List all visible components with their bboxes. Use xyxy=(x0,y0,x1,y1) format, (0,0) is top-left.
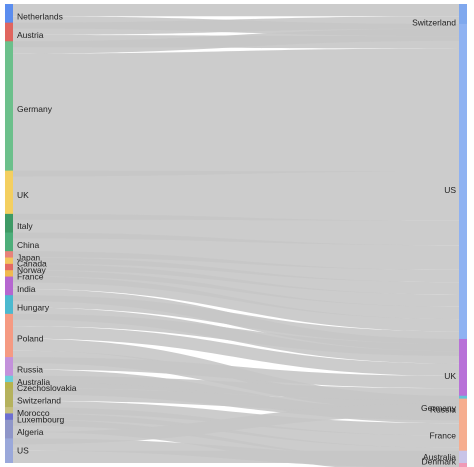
link-india-to-us xyxy=(13,276,459,332)
source-node-us[interactable] xyxy=(5,438,13,463)
link-japan-to-us xyxy=(13,251,459,283)
link-uk-to-us xyxy=(13,170,459,221)
source-node-algeria[interactable] xyxy=(5,419,13,445)
target-label-australia: Australia xyxy=(423,452,456,462)
source-node-netherlands[interactable] xyxy=(5,4,13,29)
link-russia-to-uk xyxy=(13,357,459,389)
source-node-india[interactable] xyxy=(5,276,13,302)
source-label-russia: Russia xyxy=(17,364,43,374)
link-poland-to-uk xyxy=(13,326,459,376)
source-node-canada[interactable] xyxy=(5,257,13,270)
link-poland-to-us xyxy=(13,313,459,356)
source-label-uk: UK xyxy=(17,190,29,200)
link-netherlands-to-switzerland xyxy=(13,4,459,17)
target-label-uk: UK xyxy=(444,371,456,381)
source-label-germany: Germany xyxy=(17,104,53,114)
source-node-poland[interactable] xyxy=(5,313,13,364)
link-hungary-to-us xyxy=(13,295,459,344)
target-node-australia[interactable] xyxy=(459,450,467,463)
source-label-poland: Poland xyxy=(17,333,44,343)
link-germany-to-switzerland xyxy=(13,28,459,54)
source-node-hungary[interactable] xyxy=(5,295,13,320)
target-node-uk[interactable] xyxy=(459,338,467,413)
source-node-austria[interactable] xyxy=(5,22,13,48)
source-node-germany[interactable] xyxy=(5,41,13,177)
source-node-luxembourg[interactable] xyxy=(5,413,13,426)
link-algeria-to-russia xyxy=(13,403,459,445)
source-label-japan: Japan xyxy=(17,252,40,262)
link-us-to-australia xyxy=(13,450,459,463)
source-label-switzerland: Switzerland xyxy=(17,396,61,406)
source-label-canada: Canada xyxy=(17,259,47,269)
target-label-denmark: Denmark xyxy=(422,457,457,467)
source-node-switzerland[interactable] xyxy=(5,388,13,414)
source-label-india: India xyxy=(17,284,36,294)
source-node-norway[interactable] xyxy=(5,263,13,277)
source-label-france: France xyxy=(17,271,44,281)
source-node-russia[interactable] xyxy=(5,357,13,382)
source-label-hungary: Hungary xyxy=(17,302,50,312)
source-node-uk[interactable] xyxy=(5,170,13,220)
source-label-australia: Australia xyxy=(17,377,50,387)
source-label-luxembourg: Luxembourg xyxy=(17,415,65,425)
source-node-france[interactable] xyxy=(5,270,13,283)
source-label-norway: Norway xyxy=(17,265,47,275)
source-label-algeria: Algeria xyxy=(17,427,44,437)
link-austria-to-switzerland xyxy=(13,16,459,35)
target-label-us: US xyxy=(444,185,456,195)
node-layer xyxy=(5,4,467,467)
source-label-austria: Austria xyxy=(17,30,44,40)
source-label-morocco: Morocco xyxy=(17,408,50,418)
source-node-japan[interactable] xyxy=(5,251,13,264)
link-layer xyxy=(13,4,459,467)
source-node-morocco[interactable] xyxy=(5,407,13,420)
link-canada-to-us xyxy=(13,257,459,295)
label-layer: Netherlands Austria Germany UK Italy China Jap… xyxy=(17,11,457,466)
target-node-us[interactable] xyxy=(459,23,467,356)
target-label-germany: Germany xyxy=(421,403,457,413)
source-node-china[interactable] xyxy=(5,232,13,258)
link-china-to-us xyxy=(13,232,459,270)
target-label-switzerland: Switzerland xyxy=(412,17,456,27)
source-label-netherlands: Netherlands xyxy=(17,11,63,21)
source-node-czechoslovakia[interactable] xyxy=(5,382,13,395)
source-label-us: US xyxy=(17,446,29,456)
link-germany-to-us xyxy=(13,48,459,177)
target-node-france[interactable] xyxy=(459,398,467,467)
source-node-italy[interactable] xyxy=(5,213,13,239)
link-australia-to-uk xyxy=(13,375,459,401)
source-label-czechoslovakia: Czechoslovakia xyxy=(17,383,77,393)
target-label-france: France xyxy=(430,431,457,441)
source-label-italy: Italy xyxy=(17,221,33,231)
target-label-russia: Russia xyxy=(430,404,456,414)
source-label-china: China xyxy=(17,240,39,250)
source-node-australia[interactable] xyxy=(5,375,13,389)
target-node-switzerland[interactable] xyxy=(459,4,467,41)
